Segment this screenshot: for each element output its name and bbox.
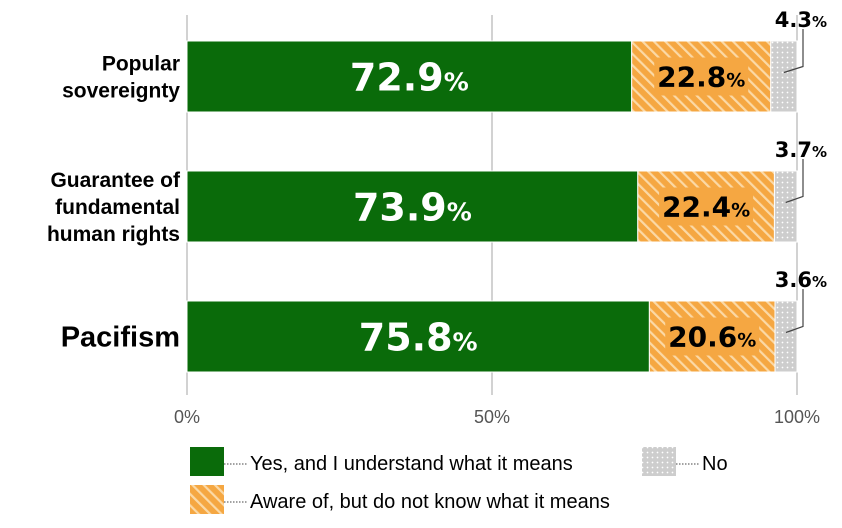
x-tick-label: 100%	[774, 407, 820, 427]
bar-segment	[186, 300, 650, 373]
category-label: Popular sovereignty	[62, 52, 180, 102]
data-label-background	[665, 317, 760, 356]
data-label: 3.6%	[775, 268, 827, 292]
legend-label: No	[702, 453, 728, 475]
category-label: Guarantee of fundamental human rights	[47, 169, 181, 246]
legend-swatch	[642, 447, 676, 476]
callout-leader	[783, 29, 804, 74]
bar-segment	[773, 170, 798, 243]
labels: Popular sovereignty 72.9% 22.8% 4.3% Guarante…	[47, 8, 827, 360]
data-label: 4.3%	[775, 8, 827, 32]
data-label: 22.4%	[662, 191, 750, 224]
x-tick-label: 0%	[174, 407, 200, 427]
category-label: Pacifism	[61, 322, 180, 354]
data-label-background	[659, 187, 754, 226]
data-label: 20.6%	[668, 321, 756, 354]
data-label: 75.8%	[359, 316, 478, 360]
legend-swatch	[190, 447, 224, 476]
data-label: 3.7%	[775, 138, 827, 162]
callout-leader	[785, 159, 804, 204]
legend-swatch	[190, 485, 224, 514]
data-label-background	[654, 57, 749, 96]
x-axis: 0% 50% 100%	[174, 407, 820, 427]
x-tick-label: 50%	[474, 407, 510, 427]
callout-leader	[785, 289, 804, 334]
legend-label: Yes, and I understand what it means	[250, 453, 573, 475]
data-label: 22.8%	[657, 61, 745, 94]
bar-segment	[770, 40, 798, 113]
bar-segment	[186, 170, 639, 243]
bar-segment	[774, 300, 798, 373]
legend: Yes, and I understand what it means Aware…	[190, 447, 728, 514]
legend-label: Aware of, but do not know what it means	[250, 491, 610, 513]
bar-segment	[186, 40, 633, 113]
data-label: 73.9%	[353, 186, 472, 230]
data-label: 72.9%	[350, 56, 469, 100]
